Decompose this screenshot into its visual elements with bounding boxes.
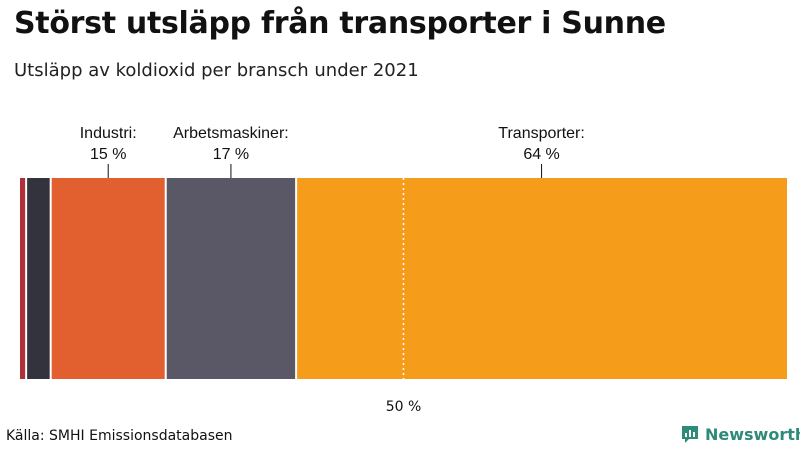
brand[interactable]: Newsworthy	[680, 424, 800, 444]
stacked-bar-chart: Industri: 15 % Arbetsmaskiner: 17 % Transpor…	[20, 125, 787, 415]
segment-value-label-3: 17 %	[213, 146, 249, 163]
brand-name: Newsworthy	[705, 424, 800, 444]
bar-segment-4	[296, 178, 787, 379]
bar-segment-0	[20, 178, 27, 379]
segment-value-label-4: 64 %	[523, 146, 559, 163]
source-note: Källa: SMHI Emissionsdatabasen	[6, 428, 233, 444]
segment-label-3: Arbetsmaskiner:	[173, 125, 289, 142]
chart-subtitle: Utsläpp av koldioxid per bransch under 2…	[14, 60, 419, 81]
chart-title: Störst utsläpp från transporter i Sunne	[14, 6, 666, 41]
bar-segment-2	[50, 178, 166, 379]
bar-segment-1	[26, 178, 51, 379]
segment-label-4: Transporter:	[498, 125, 585, 142]
segment-value-label-2: 15 %	[90, 146, 126, 163]
bar-segment-3	[165, 178, 297, 379]
newsworthy-logo-icon	[682, 426, 698, 443]
reference-line-label: 50 %	[386, 399, 422, 415]
segment-label-2: Industri:	[80, 125, 137, 142]
